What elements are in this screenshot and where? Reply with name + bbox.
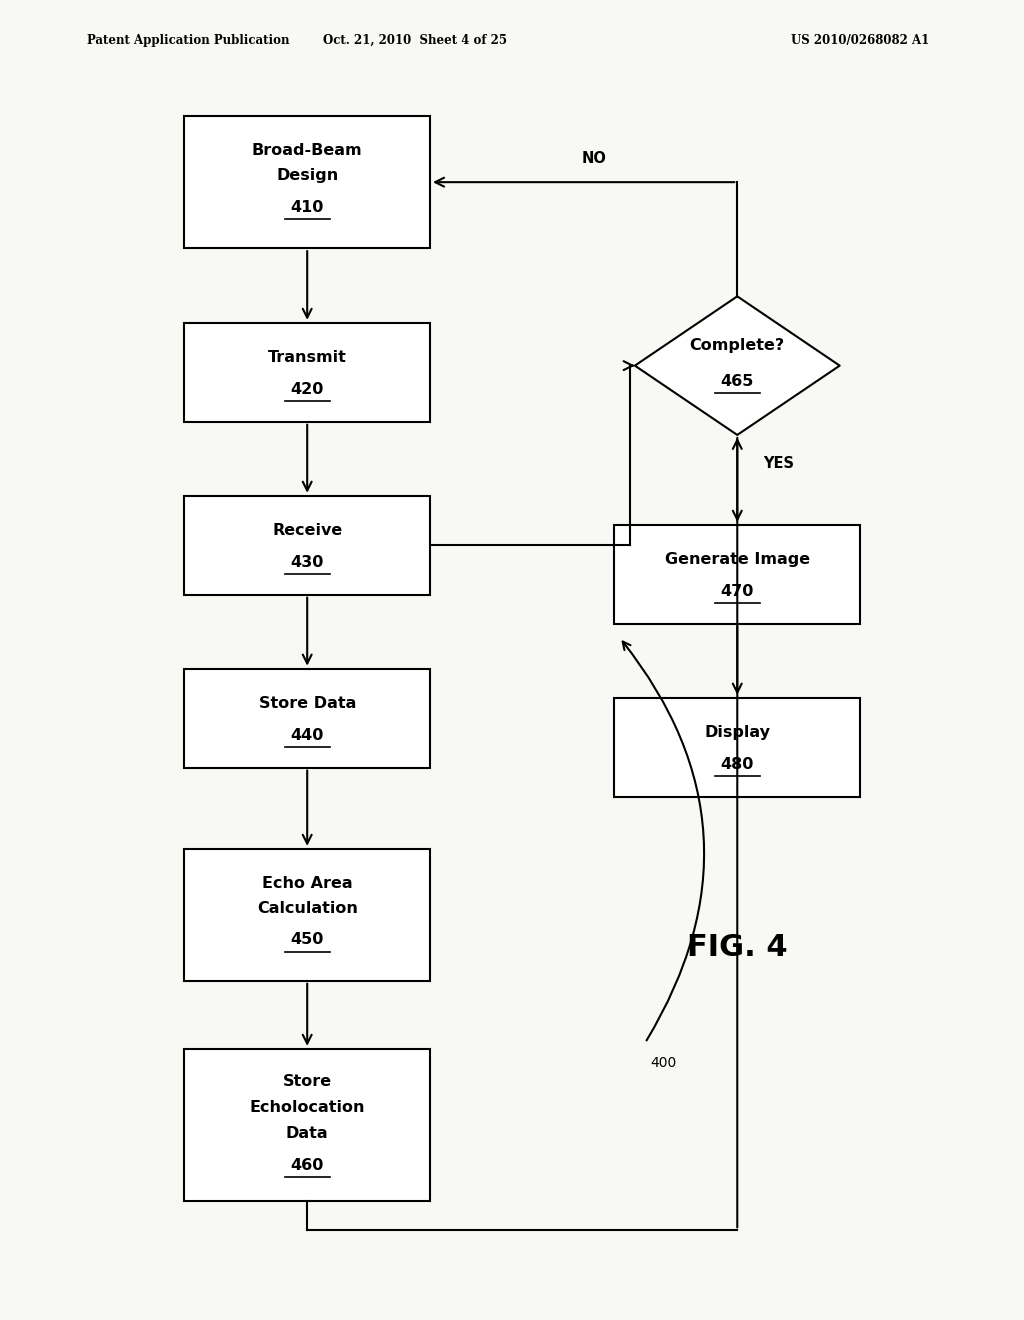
Text: Display: Display bbox=[705, 725, 770, 741]
Text: Complete?: Complete? bbox=[690, 338, 784, 354]
Polygon shape bbox=[635, 297, 840, 436]
Text: YES: YES bbox=[763, 457, 794, 471]
FancyBboxPatch shape bbox=[614, 525, 860, 624]
Text: Echo Area: Echo Area bbox=[262, 875, 352, 891]
Text: 400: 400 bbox=[650, 1056, 677, 1069]
Text: 420: 420 bbox=[291, 381, 324, 397]
Text: Transmit: Transmit bbox=[267, 350, 347, 366]
FancyBboxPatch shape bbox=[184, 496, 430, 594]
Text: 450: 450 bbox=[291, 932, 324, 948]
Text: Data: Data bbox=[286, 1126, 329, 1142]
Text: 430: 430 bbox=[291, 554, 324, 570]
FancyBboxPatch shape bbox=[184, 849, 430, 981]
Text: 460: 460 bbox=[291, 1158, 324, 1173]
Text: 470: 470 bbox=[721, 583, 754, 599]
FancyBboxPatch shape bbox=[184, 323, 430, 422]
Text: Echolocation: Echolocation bbox=[250, 1100, 365, 1115]
Text: Receive: Receive bbox=[272, 523, 342, 539]
Text: 465: 465 bbox=[721, 374, 754, 389]
Text: Generate Image: Generate Image bbox=[665, 552, 810, 568]
Text: FIG. 4: FIG. 4 bbox=[687, 933, 787, 962]
Text: Store Data: Store Data bbox=[258, 696, 356, 711]
Text: Store: Store bbox=[283, 1073, 332, 1089]
Text: Patent Application Publication: Patent Application Publication bbox=[87, 34, 290, 46]
Text: NO: NO bbox=[582, 150, 606, 166]
FancyBboxPatch shape bbox=[184, 116, 430, 248]
Text: 410: 410 bbox=[291, 199, 324, 215]
Text: US 2010/0268082 A1: US 2010/0268082 A1 bbox=[791, 34, 930, 46]
Text: 440: 440 bbox=[291, 727, 324, 743]
Text: 480: 480 bbox=[721, 756, 754, 772]
Text: Design: Design bbox=[276, 168, 338, 183]
FancyBboxPatch shape bbox=[614, 697, 860, 796]
FancyBboxPatch shape bbox=[184, 1048, 430, 1201]
Text: Calculation: Calculation bbox=[257, 900, 357, 916]
FancyBboxPatch shape bbox=[184, 668, 430, 767]
Text: Oct. 21, 2010  Sheet 4 of 25: Oct. 21, 2010 Sheet 4 of 25 bbox=[323, 34, 507, 46]
Text: Broad-Beam: Broad-Beam bbox=[252, 143, 362, 158]
